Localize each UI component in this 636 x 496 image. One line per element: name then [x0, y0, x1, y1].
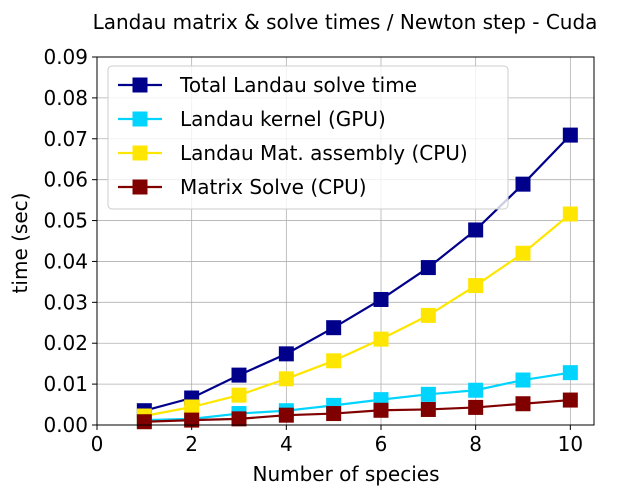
legend-label: Landau kernel (GPU): [180, 107, 386, 131]
x-tick-label: 10: [558, 432, 583, 456]
data-point: [515, 245, 531, 261]
data-point: [562, 392, 578, 408]
data-point: [468, 278, 484, 294]
y-tick-label: 0.04: [43, 249, 88, 273]
y-tick-label: 0.01: [43, 372, 88, 396]
legend: Total Landau solve time Landau kernel (GP…: [107, 65, 509, 210]
y-axis-label: time (sec): [8, 193, 32, 294]
data-point: [420, 260, 436, 276]
data-point: [231, 411, 247, 427]
data-point: [231, 387, 247, 403]
data-point: [468, 222, 484, 238]
x-tick-label: 4: [280, 432, 293, 456]
data-point: [468, 382, 484, 398]
legend-box: [107, 65, 509, 210]
y-tick-label: 0.09: [43, 45, 88, 69]
data-point: [231, 367, 247, 383]
series-line: [144, 213, 572, 418]
chart-title: Landau matrix & solve times / Newton ste…: [93, 10, 598, 34]
series-3: [136, 392, 578, 430]
data-point: [184, 399, 200, 415]
legend-label: Landau Mat. assembly (CPU): [180, 141, 468, 165]
y-tick-label: 0.02: [43, 331, 88, 355]
data-point: [562, 127, 578, 143]
data-point: [562, 365, 578, 381]
series-layer: [136, 127, 578, 430]
data-point: [278, 407, 294, 423]
legend-marker: [132, 179, 148, 195]
legend-marker: [132, 145, 148, 161]
data-point: [515, 176, 531, 192]
series-1: [136, 365, 578, 428]
legend-marker: [132, 111, 148, 127]
series-line: [144, 398, 571, 423]
plot-frame: [96, 56, 595, 426]
data-point: [278, 346, 294, 362]
data-point: [420, 386, 436, 402]
y-tick-label: 0.03: [43, 290, 88, 314]
x-tick-label: 2: [185, 432, 198, 456]
data-point: [420, 401, 436, 417]
data-point: [373, 402, 389, 418]
series-2: [136, 206, 578, 424]
y-tick-label: 0.08: [43, 86, 88, 110]
data-point: [373, 291, 389, 307]
data-point: [468, 399, 484, 415]
data-point: [515, 372, 531, 388]
x-tick-label: 6: [375, 432, 388, 456]
y-tick-label: 0.05: [43, 209, 88, 233]
series-line: [144, 371, 571, 422]
legend-label: Matrix Solve (CPU): [180, 175, 367, 199]
x-axis-label: Number of species: [252, 462, 439, 486]
legend-label: Total Landau solve time: [179, 73, 417, 97]
data-point: [562, 206, 578, 222]
y-tick-label: 0.00: [43, 413, 88, 437]
data-point: [278, 371, 294, 387]
legend-marker: [132, 77, 148, 93]
x-tick-label: 8: [469, 432, 482, 456]
data-point: [373, 331, 389, 347]
data-point: [420, 307, 436, 323]
data-point: [326, 406, 342, 422]
data-point: [136, 414, 152, 430]
data-point: [326, 353, 342, 369]
data-point: [326, 320, 342, 336]
y-tick-label: 0.06: [43, 168, 88, 192]
x-tick-label: 0: [91, 432, 104, 456]
y-tick-label: 0.07: [43, 127, 88, 151]
axis-ticks: 0 2 4 6 8 10 0.00 0.01 0.02 0.03 0.04 0.05 0.06 0.07 0…: [43, 45, 583, 456]
data-point: [515, 396, 531, 412]
